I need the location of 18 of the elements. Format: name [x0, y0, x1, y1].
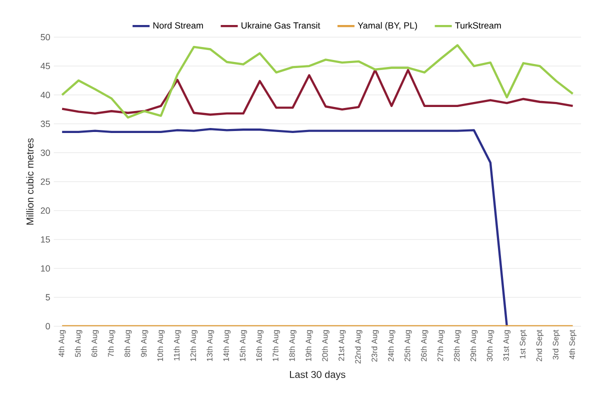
legend-label: TurkStream	[455, 22, 501, 29]
y-tick-label: 15	[41, 236, 50, 243]
y-tick-label: 35	[40, 120, 50, 128]
legend-label: Nord Stream	[153, 22, 203, 29]
y-tick-label: 40	[40, 92, 50, 98]
y-tick-label: 10	[41, 265, 50, 272]
legend-label: Yamal (BY, PL)	[358, 22, 417, 30]
x-axis-title: Last 30 days	[290, 370, 346, 380]
legend-label: Ukraine Gas Transit	[242, 22, 320, 29]
y-tick-label: 30	[40, 150, 50, 156]
line-series	[60, 44, 574, 119]
y-tick-label: 45	[40, 62, 50, 70]
y-tick-label: 0	[46, 323, 50, 330]
y-tick-label: 50	[40, 34, 50, 40]
y-tick-label: 5	[46, 294, 50, 300]
y-tick-label: 25	[40, 178, 50, 185]
y-axis-title: Million cubic metres	[26, 138, 34, 225]
y-tick-label: 20	[40, 207, 50, 214]
